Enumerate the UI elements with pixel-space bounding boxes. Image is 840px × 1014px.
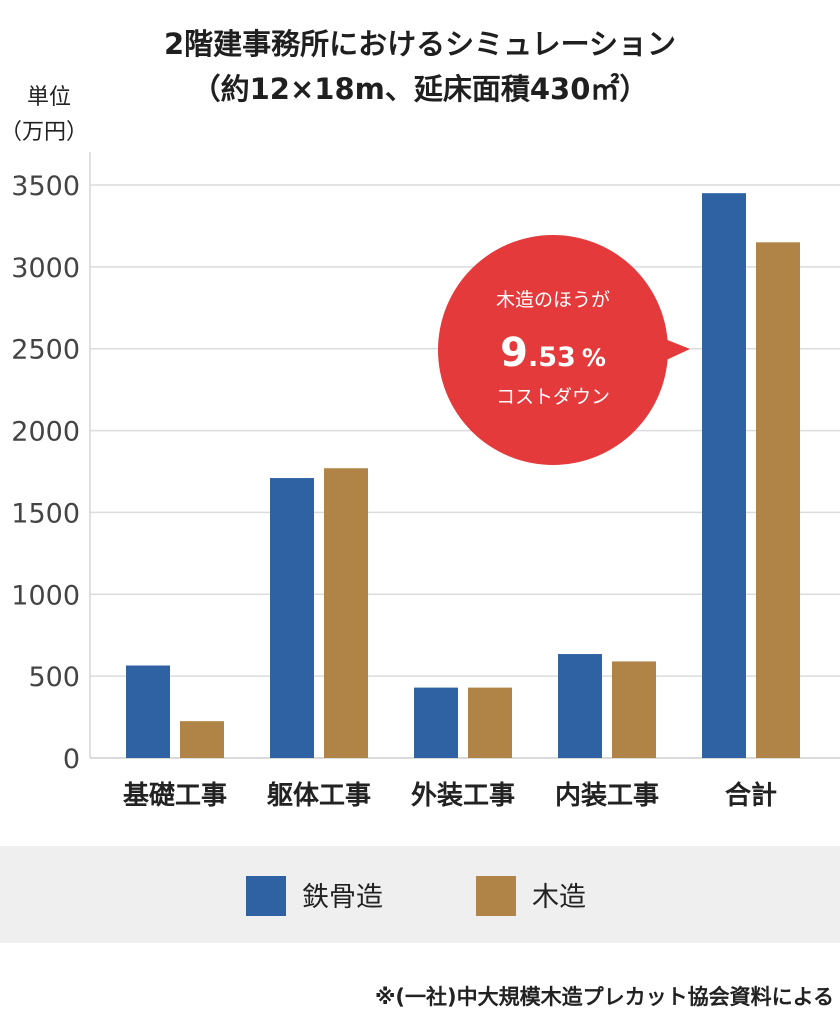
y-unit-label-sub: （万円） [0,120,88,145]
x-tick-label: 内装工事 [555,781,659,811]
callout-value-unit: % [582,344,606,372]
bar-wood-4 [756,242,800,759]
y-tick-label: 3000 [11,253,80,284]
y-tick-label: 2000 [11,417,80,448]
legend-swatch-steel [246,876,286,916]
x-tick-label: 躯体工事 [266,781,371,811]
legend-swatch-wood [476,876,516,916]
y-tick-label: 1000 [11,580,80,611]
y-tick-labels: 0 500 1000 1500 2000 2500 3000 3500 [11,171,80,775]
callout-value: 9.53% [500,330,606,376]
callout-line3: コストダウン [496,386,610,408]
bar-wood-3 [612,661,656,758]
callout-line1: 木造のほうが [496,289,610,311]
bar-steel-2 [414,687,458,758]
chart-title-line2: （約12×18m、延床面積430㎡） [192,72,649,106]
x-tick-label: 合計 [725,780,777,811]
x-tick-labels: 基礎工事 躯体工事 外装工事 内装工事 合計 [123,780,777,811]
bar-steel-1 [270,478,314,758]
x-tick-label: 基礎工事 [123,781,227,811]
source-note: ※(一社)中大規模木造プレカット協会資料による [375,985,834,1009]
bars [126,193,800,759]
y-tick-label: 2500 [11,335,80,366]
bar-steel-3 [558,654,602,758]
legend-label-wood: 木造 [532,882,586,913]
bar-wood-1 [324,468,368,758]
y-unit-label: 単位 [27,85,71,110]
legend: 鉄骨造 木造 [246,876,586,916]
bar-wood-0 [180,721,224,758]
y-tick-label: 0 [63,744,80,775]
y-tick-label: 500 [28,662,80,693]
callout-bubble [438,235,668,465]
y-tick-label: 1500 [11,498,80,529]
y-tick-label: 3500 [11,171,80,202]
callout-value-int: 9 [500,330,528,376]
bar-steel-4 [702,193,746,758]
bar-steel-0 [126,665,170,758]
legend-label-steel: 鉄骨造 [302,882,383,913]
x-tick-label: 外装工事 [411,781,515,811]
chart-title-line1: 2階建事務所におけるシミュレーション [164,27,676,61]
bar-wood-2 [468,687,512,758]
callout-value-dec: .53 [528,342,576,373]
cost-down-callout: 木造のほうが 9.53% コストダウン [438,235,690,465]
legend-band [0,846,840,943]
